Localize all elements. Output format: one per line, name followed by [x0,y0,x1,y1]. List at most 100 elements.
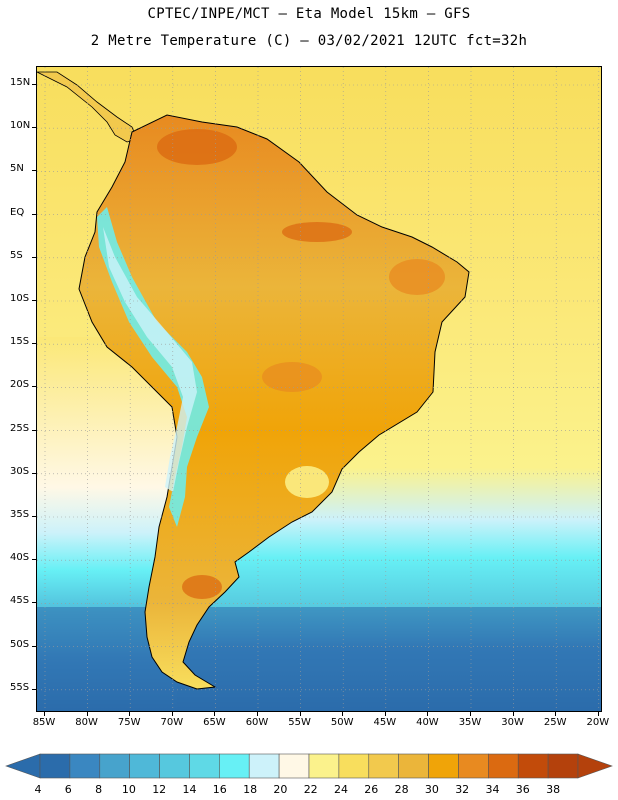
lon-label: 40W [416,717,439,728]
lon-tick [427,712,429,716]
lon-tick [555,712,557,716]
southern-ocean [37,607,601,711]
colorbar-label: 32 [455,783,470,796]
colorbar-label: 18 [243,783,258,796]
lon-label: 70W [160,717,184,728]
hot-spot-venezuela [157,129,237,165]
colorbar-bin [159,753,190,779]
lat-tick [32,300,36,301]
lat-label: 15N [10,77,31,88]
lat-label: EQ [10,206,25,218]
lon-label: 65W [203,717,226,728]
colorbar-bin [517,753,549,779]
lat-tick [32,516,36,517]
colorbar-bin [99,753,130,779]
lat-label: 20S [10,379,30,391]
colorbar-label: 22 [303,783,318,796]
lon-tick [214,712,216,716]
lat-label: 55S [10,681,30,693]
colorbar-label: 24 [334,783,348,796]
colorbar-label: 38 [546,783,561,796]
lon-tick [257,712,258,716]
colorbar-low-arrow [5,753,41,779]
lat-tick [32,688,36,690]
lat-tick [32,602,36,604]
colorbar-label: 4 [34,783,42,796]
colorbar-label: 28 [394,783,409,796]
colorbar-label: 14 [182,783,197,796]
lon-label: 50W [330,717,354,728]
hot-spot-center [262,362,322,392]
colorbar-bin [248,753,280,779]
colorbar-bin [428,753,459,779]
colorbar-bin [458,753,489,779]
map-title: CPTEC/INPE/MCT – Eta Model 15km – GFS [147,6,471,22]
colorbar-bin [129,753,160,779]
colorbar-bin [338,753,370,779]
lon-tick [597,712,599,716]
lat-tick [32,343,36,345]
lat-tick [32,84,36,85]
lat-label: 45S [10,595,30,607]
colorbar-label: 16 [212,783,227,796]
colorbar-bin [278,753,310,779]
lon-label: 30W [501,717,524,728]
colorbar-bin [308,753,340,779]
colorbar-high-arrow [577,753,613,779]
colorbar-bin [69,753,101,779]
colorbar-bin [547,753,579,779]
lon-label: 35W [458,717,482,728]
lon-tick [512,712,514,716]
lat-label: 35S [10,509,30,520]
lat-label: 40S [10,552,30,564]
lon-tick [384,712,386,716]
map-subtitle: 2 Metre Temperature (C) – 03/02/2021 12U… [90,33,528,49]
lon-label: 60W [245,717,269,728]
lat-tick [32,472,36,474]
lon-tick [342,712,344,716]
colorbar-bin [488,753,519,779]
color-scale [0,748,618,800]
lat-label: 10N [10,120,31,132]
lon-tick [86,712,88,716]
colorbar-label: 8 [95,783,103,796]
lon-label: 55W [288,717,311,728]
hot-spot-amazon-north [282,222,352,242]
lat-tick [32,429,36,431]
lat-tick [32,645,36,647]
south-america [78,114,470,690]
colorbar-label: 36 [515,783,530,796]
lon-label: 85W [32,717,56,728]
colorbar-label: 6 [64,783,72,796]
colorbar-bin [189,753,220,779]
colorbar-label: 30 [424,783,439,796]
lon-label: 80W [75,717,98,728]
colorbar-bin [39,753,71,779]
hot-spot-patagonia [182,575,222,599]
lon-label: 75W [117,717,141,728]
lon-tick [129,712,131,716]
lat-label: 30S [10,465,30,477]
colorbar-bin [219,753,250,779]
lon-tick [171,712,173,716]
hot-spot-northeast [389,259,445,295]
lat-label: 15S [10,336,30,348]
uruguay-mild [285,466,329,498]
lat-label: 25S [10,422,30,434]
colorbar-label: 10 [121,783,136,796]
lon-tick [44,712,45,716]
lat-tick [32,213,36,215]
lat-label: 5N [10,163,24,175]
lat-tick [32,256,36,258]
colorbar-bin [368,753,399,779]
lat-label: 10S [10,293,30,304]
lon-label: 20W [586,717,610,728]
colorbar-bin [398,753,429,779]
lat-tick [32,386,36,388]
lat-tick [32,127,36,129]
lon-tick [470,712,471,716]
lon-tick [299,712,301,716]
lat-label: 50S [10,638,30,650]
temperature-map [36,66,602,712]
colorbar-label: 26 [364,783,379,796]
